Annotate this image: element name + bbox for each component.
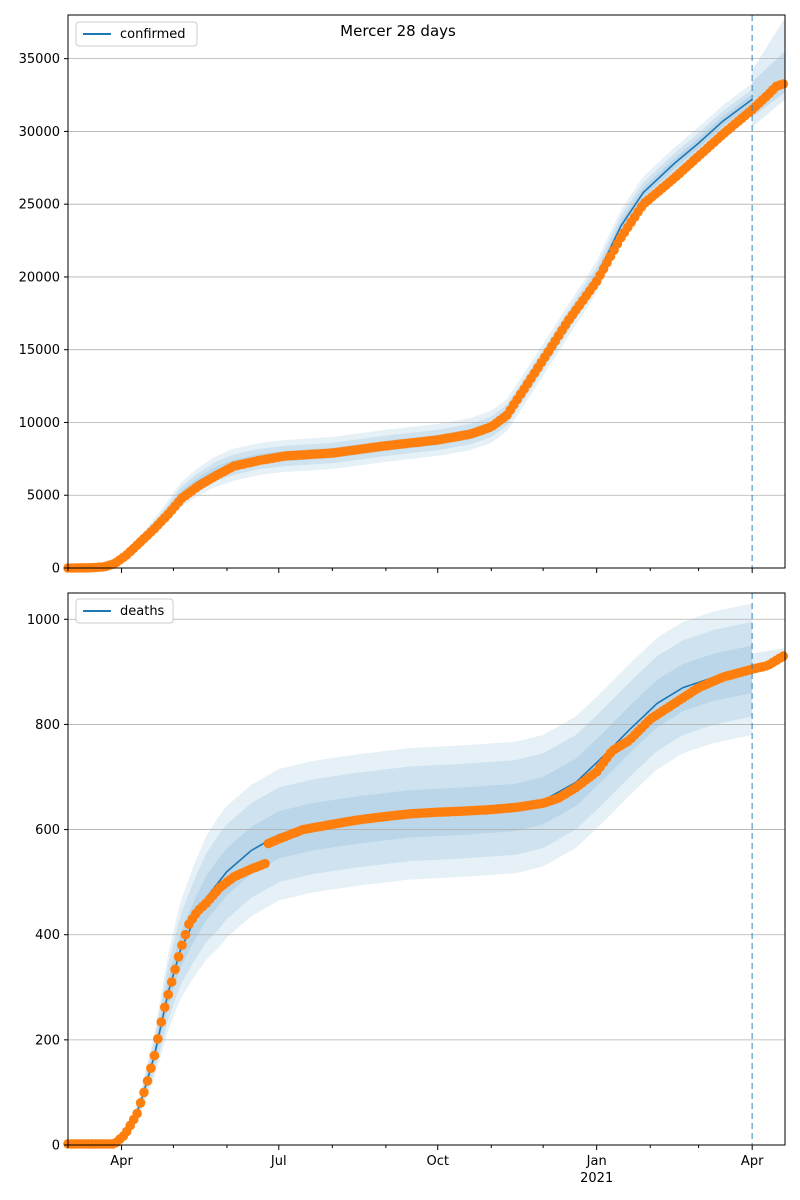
observed-point	[778, 79, 789, 89]
y-tick-label: 800	[35, 718, 60, 733]
deaths-legend: deaths	[75, 598, 174, 624]
x-tick-sublabel: 2021	[580, 1171, 613, 1186]
confirmed-axes-frame	[67, 14, 786, 569]
chart-title: Mercer 28 days	[340, 22, 456, 40]
deaths-y-ticks: 0 200 400 600 800 1000	[27, 613, 68, 1154]
band-outer	[68, 603, 753, 1145]
confirmed-observed-points	[63, 79, 789, 573]
band-mid	[68, 621, 753, 1145]
x-tick-label: Oct	[426, 1154, 448, 1169]
observed-point	[146, 1063, 156, 1073]
band-mid	[68, 89, 753, 568]
y-tick-label: 35000	[19, 52, 60, 67]
observed-point	[135, 1098, 146, 1108]
x-tick-label: Jul	[270, 1154, 287, 1169]
deaths-uncertainty-bands	[68, 603, 785, 1145]
y-tick-label: 600	[35, 823, 60, 838]
y-tick-label: 25000	[19, 198, 60, 213]
y-tick-label: 20000	[19, 270, 60, 285]
deaths-axes: 0 200 400 600 800 1000 Apr Jul Oct Jan 2021 Apr de…	[27, 592, 789, 1186]
observed-point	[180, 929, 191, 940]
observed-point	[156, 1017, 167, 1027]
confirmed-x-ticks	[67, 568, 753, 573]
confirmed-legend: confirmed	[75, 21, 198, 47]
y-tick-label: 1000	[27, 613, 60, 628]
y-tick-label: 200	[35, 1033, 60, 1048]
observed-point	[173, 952, 184, 962]
y-tick-label: 0	[52, 562, 60, 577]
x-tick-label: Jan	[586, 1154, 607, 1169]
observed-point	[139, 1087, 149, 1098]
observed-point	[142, 1076, 153, 1086]
observed-point	[153, 1034, 163, 1044]
observed-point	[260, 858, 270, 869]
confirmed-axes: 0 5000 10000 15000 20000 25000 30000 35000 conf…	[19, 14, 789, 577]
y-tick-label: 10000	[19, 416, 60, 431]
observed-point	[132, 1108, 142, 1119]
x-tick-label: Apr	[110, 1154, 133, 1169]
legend-entry-deaths: deaths	[120, 604, 165, 619]
observed-point	[149, 1050, 160, 1061]
y-tick-label: 30000	[19, 125, 60, 140]
deaths-axes-frame	[67, 592, 786, 1146]
observed-point	[163, 989, 173, 1000]
y-tick-label: 5000	[27, 489, 60, 504]
legend-box	[75, 21, 198, 47]
band-inner	[68, 94, 753, 569]
x-tick-label: Apr	[741, 1154, 764, 1169]
confirmed-y-ticks: 0 5000 10000 15000 20000 25000 30000 35000	[19, 52, 68, 577]
observed-point	[177, 940, 187, 950]
deaths-x-ticks: Apr Jul Oct Jan 2021 Apr	[67, 1145, 764, 1186]
observed-point	[778, 651, 789, 661]
confirmed-uncertainty-bands	[68, 17, 785, 569]
legend-box	[75, 598, 174, 624]
y-tick-label: 15000	[19, 343, 60, 358]
observed-point	[166, 977, 177, 987]
legend-entry-confirmed: confirmed	[120, 27, 186, 42]
observed-point	[160, 1002, 170, 1013]
y-tick-label: 400	[35, 928, 60, 943]
band-inner	[68, 645, 753, 1145]
observed-point	[170, 964, 180, 975]
y-tick-label: 0	[52, 1139, 60, 1154]
